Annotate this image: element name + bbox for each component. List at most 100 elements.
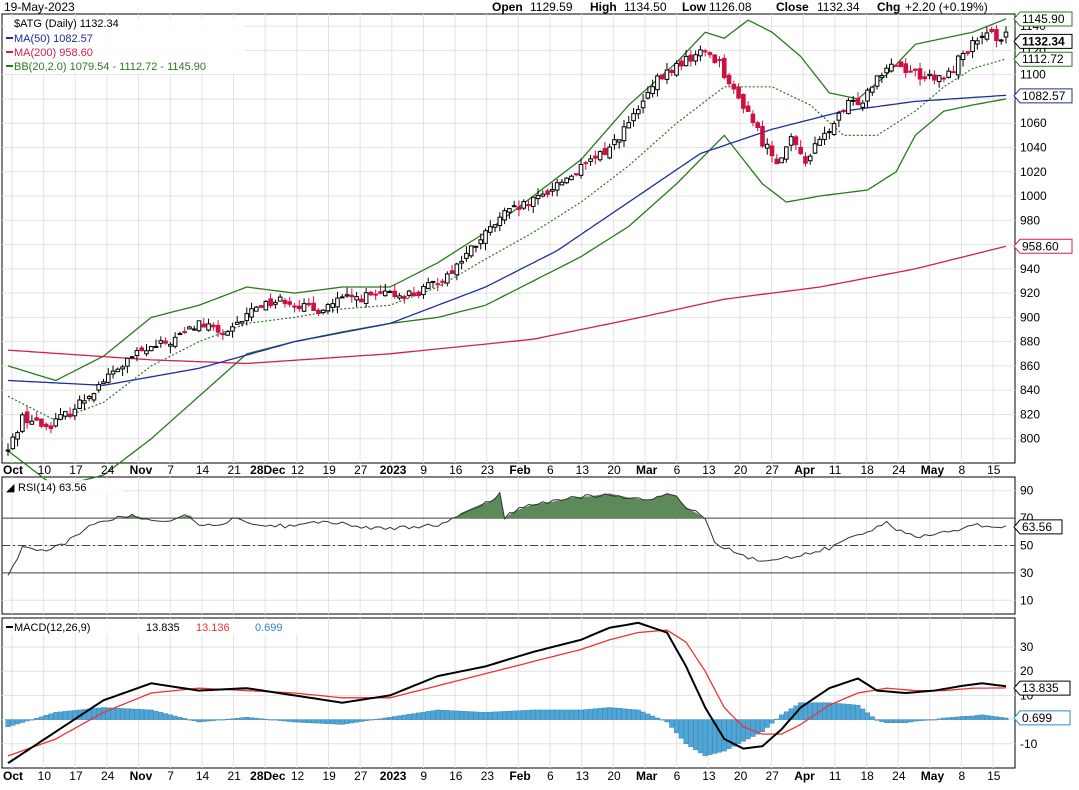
candle-body xyxy=(39,418,44,427)
candle-body xyxy=(669,69,675,74)
y-tick-label: 800 xyxy=(1020,432,1040,446)
x-tick-label: Nov xyxy=(130,463,153,477)
candle-body xyxy=(798,146,803,155)
last-value-text: 958.60 xyxy=(1022,239,1059,253)
histogram-bar xyxy=(855,704,861,720)
candle-body xyxy=(101,381,106,385)
histogram-bar xyxy=(764,719,770,728)
candle-body xyxy=(507,208,512,213)
histogram-bar xyxy=(659,719,665,721)
price-legend: $ATG (Daily) 1132.34 MA(50) 1082.57 MA(2… xyxy=(5,18,245,74)
candle-body xyxy=(153,345,159,348)
histogram-bar xyxy=(34,717,40,720)
histogram-bar xyxy=(153,710,159,720)
candle-body xyxy=(411,292,417,297)
histogram-bar xyxy=(1003,717,1009,720)
x-tick-label: 13 xyxy=(702,463,716,477)
histogram-bar xyxy=(779,714,785,720)
candle-body xyxy=(951,71,956,74)
candle-body xyxy=(946,70,951,78)
candle-body xyxy=(550,189,555,192)
histogram-bar xyxy=(941,717,947,720)
histogram-bar xyxy=(669,719,675,728)
histogram-bar xyxy=(258,718,264,720)
last-value-label: 1082.57 xyxy=(1013,88,1073,104)
histogram-bar xyxy=(38,716,44,720)
candle-body xyxy=(24,411,30,424)
histogram-bar xyxy=(354,719,360,723)
histogram-bar xyxy=(989,715,995,720)
candle-body xyxy=(239,320,245,324)
candle-body xyxy=(421,286,426,296)
candle-body xyxy=(955,55,961,76)
candle-body xyxy=(607,146,612,159)
candle-body xyxy=(970,40,975,53)
histogram-bar xyxy=(607,707,613,720)
bb-upper-line xyxy=(7,18,1007,382)
last-value-label: 1112.72 xyxy=(1013,51,1073,67)
candle-body xyxy=(702,50,708,53)
candle-body xyxy=(893,64,899,67)
candle-body xyxy=(827,131,832,134)
candle-body xyxy=(168,343,173,347)
candle-body xyxy=(478,239,484,245)
candle-body xyxy=(960,53,966,61)
candle-body xyxy=(296,305,302,310)
histogram-bar xyxy=(936,718,942,720)
candle-body xyxy=(726,74,732,85)
candle-body xyxy=(836,112,842,121)
candle-body xyxy=(975,40,980,45)
candle-body xyxy=(530,196,536,207)
bb-lower-line xyxy=(7,98,1007,489)
histogram-bar xyxy=(645,713,651,720)
x-tick-label: 21 xyxy=(228,463,242,477)
histogram-bar xyxy=(29,719,35,721)
x-tick-label: 9 xyxy=(420,463,427,477)
histogram-bar xyxy=(903,719,909,724)
candle-body xyxy=(731,83,737,90)
high-value: 1134.50 xyxy=(624,0,667,14)
histogram-bar xyxy=(970,715,976,720)
x-tick-label: May xyxy=(921,463,945,477)
candle-body xyxy=(659,74,665,80)
candle-body xyxy=(129,356,135,359)
last-value-label: 1132.34 xyxy=(1013,33,1073,49)
candle-body xyxy=(139,347,145,352)
histogram-bar xyxy=(368,719,374,721)
candle-body xyxy=(889,63,894,72)
legend-macd: MACD(12,26,9) xyxy=(14,622,90,634)
last-value-text: 1112.72 xyxy=(1022,52,1064,66)
candle-body xyxy=(521,201,527,209)
candle-body xyxy=(191,328,197,331)
ohlc-header: Open 1129.59 High 1134.50 Low 1126.08 Cl… xyxy=(492,0,988,14)
histogram-bar xyxy=(143,709,149,720)
candle-body xyxy=(344,294,350,297)
candle-body xyxy=(48,425,54,430)
last-value-text: 1145.90 xyxy=(1022,12,1065,26)
x-tick-label: 18 xyxy=(860,463,874,477)
candle-body xyxy=(516,206,522,210)
candle-body xyxy=(177,333,183,336)
candle-body xyxy=(10,436,16,450)
x-tick-label: 23 xyxy=(481,769,495,783)
histogram-bar xyxy=(167,714,173,720)
x-tick-label: 12 xyxy=(291,463,305,477)
candle-body xyxy=(588,158,593,162)
histogram-bar xyxy=(43,715,49,720)
x-tick-label: Mar xyxy=(636,769,658,783)
candle-body xyxy=(492,224,498,228)
histogram-bar xyxy=(922,719,928,721)
candle-body xyxy=(53,418,59,427)
candle-body xyxy=(301,303,307,312)
last-value-box xyxy=(1013,238,1073,254)
close-value: 1132.34 xyxy=(817,0,860,14)
candle-body xyxy=(941,77,947,80)
candle-body xyxy=(105,373,111,383)
histogram-bar xyxy=(220,719,226,721)
x-tick-label: 11 xyxy=(829,463,842,477)
legend-rsi: RSI(14) 63.56 xyxy=(18,482,86,494)
histogram-bar xyxy=(139,709,145,720)
histogram-bar xyxy=(831,702,837,720)
candle-body xyxy=(578,164,584,176)
candle-body xyxy=(927,73,932,77)
